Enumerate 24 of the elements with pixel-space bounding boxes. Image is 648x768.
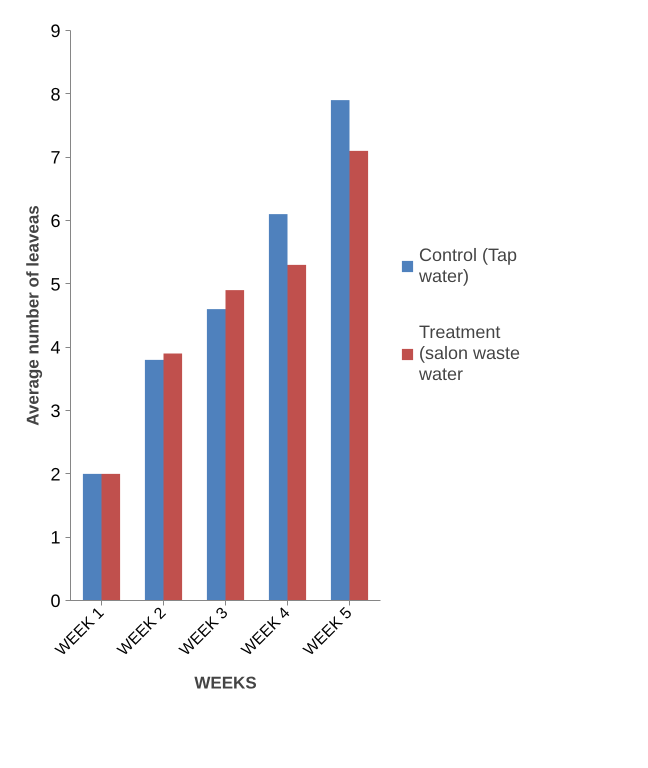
bar [288, 264, 306, 600]
x-axis-title: WEEKS [194, 673, 257, 692]
bar [82, 474, 102, 600]
y-axis-title: Average number of leaveas [23, 205, 42, 426]
y-tick-label: 9 [50, 21, 61, 41]
bar [144, 360, 164, 600]
y-tick-label: 5 [50, 274, 61, 294]
legend-label: Control (Tap water) [419, 245, 518, 287]
bar [268, 214, 288, 600]
y-tick-label: 0 [50, 591, 61, 611]
y-tick-label: 8 [50, 84, 61, 104]
bar [350, 150, 368, 600]
bar [164, 354, 182, 600]
legend-label: Treatment (salon waste water [419, 322, 520, 385]
y-tick-label: 6 [50, 211, 61, 231]
bar [102, 474, 120, 600]
y-tick-label: 3 [50, 401, 61, 421]
bar [330, 100, 350, 600]
y-tick-label: 4 [50, 338, 61, 358]
bar [206, 309, 226, 600]
y-tick-label: 1 [50, 528, 61, 548]
y-tick-label: 7 [50, 148, 61, 168]
bar [226, 290, 244, 600]
y-tick-label: 2 [50, 464, 61, 484]
